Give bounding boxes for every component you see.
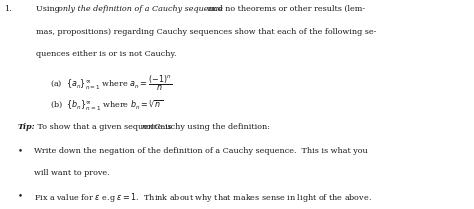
Text: and no theorems or other results (lem-: and no theorems or other results (lem-: [205, 5, 365, 13]
Text: only the definition of a Cauchy sequence: only the definition of a Cauchy sequence: [58, 5, 223, 13]
Text: Cauchy using the definition:: Cauchy using the definition:: [152, 123, 270, 131]
Text: Fix a value for $\epsilon$ e.g $\epsilon = 1$.  Think about why that makes sense: Fix a value for $\epsilon$ e.g $\epsilon…: [34, 191, 372, 204]
Text: (a)  $\{a_n\}_{n=1}^{\infty}$ where $a_n = \dfrac{(-1)^n}{n}$: (a) $\{a_n\}_{n=1}^{\infty}$ where $a_n …: [50, 73, 172, 93]
Text: mas, propositions) regarding Cauchy sequences show that each of the following se: mas, propositions) regarding Cauchy sequ…: [36, 28, 376, 36]
Text: not: not: [142, 123, 155, 131]
Text: quences either is or is not Cauchy.: quences either is or is not Cauchy.: [36, 50, 176, 58]
Text: 1.: 1.: [4, 5, 11, 13]
Text: •: •: [18, 147, 23, 155]
Text: Write down the negation of the definition of a Cauchy sequence.  This is what yo: Write down the negation of the definitio…: [34, 147, 368, 155]
Text: (b)  $\{b_n\}_{n=1}^{\infty}$ where $b_n = \sqrt[3]{n}$: (b) $\{b_n\}_{n=1}^{\infty}$ where $b_n …: [50, 98, 163, 113]
Text: Tip:: Tip:: [18, 123, 36, 131]
Text: •: •: [18, 191, 23, 200]
Text: will want to prove.: will want to prove.: [34, 169, 110, 177]
Text: To show that a given sequence is: To show that a given sequence is: [35, 123, 174, 131]
Text: Using: Using: [36, 5, 62, 13]
